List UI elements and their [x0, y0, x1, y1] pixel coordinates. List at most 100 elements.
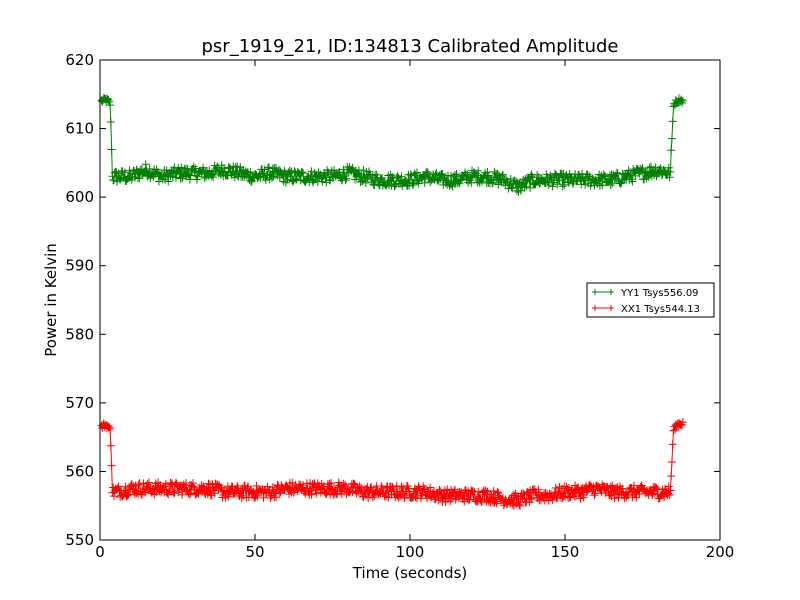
- data-point-marker: [397, 482, 406, 491]
- legend-label: YY1 Tsys556.09: [620, 288, 699, 299]
- data-point-marker: [190, 167, 199, 176]
- data-point-marker: [299, 480, 308, 489]
- data-point-marker: [515, 500, 524, 509]
- data-point-marker: [106, 118, 115, 127]
- data-point-marker: [526, 172, 535, 181]
- data-point-marker: [483, 168, 492, 177]
- data-point-marker: [592, 177, 601, 186]
- data-point-marker: [624, 166, 633, 175]
- data-point-marker: [192, 175, 201, 184]
- data-point-marker: [349, 479, 358, 488]
- data-point-marker: [299, 169, 308, 178]
- data-point-marker: [624, 491, 633, 500]
- data-point-marker: [612, 483, 621, 492]
- chart-title: psr_1919_21, ID:134813 Calibrated Amplit…: [201, 36, 618, 57]
- axes: 0 50 100 150 200 550 560 570 580 590 600 610 620: [65, 51, 734, 561]
- data-point-marker: [132, 488, 141, 497]
- legend-item: XX1 Tsys544.13: [592, 304, 700, 315]
- data-point-marker: [522, 182, 531, 191]
- data-point-marker: [311, 172, 320, 181]
- legend-marker: [608, 289, 614, 295]
- data-point-marker: [502, 175, 511, 184]
- data-point-marker: [678, 96, 687, 105]
- data-point-marker: [368, 493, 377, 502]
- data-point-marker: [312, 489, 321, 498]
- data-point-marker: [668, 440, 677, 449]
- x-axis-label: Time (seconds): [352, 564, 468, 582]
- data-point-marker: [540, 177, 549, 186]
- data-point-marker: [285, 166, 294, 175]
- data-point-marker: [548, 182, 557, 191]
- data-point-marker: [355, 482, 364, 491]
- data-point-marker: [260, 165, 269, 174]
- data-point-marker: [602, 483, 611, 492]
- data-point-marker: [325, 479, 334, 488]
- data-point-marker: [189, 162, 198, 171]
- data-point-marker: [330, 484, 339, 493]
- data-point-marker: [308, 176, 317, 185]
- data-point-marker: [107, 145, 116, 154]
- data-point-marker: [667, 457, 676, 466]
- data-point-marker: [516, 501, 525, 510]
- data-point-marker: [340, 480, 349, 489]
- data-point-marker: [405, 487, 414, 496]
- data-point-marker: [246, 168, 255, 177]
- data-point-marker: [340, 170, 349, 179]
- data-point-marker: [120, 168, 129, 177]
- data-point-marker: [120, 486, 129, 495]
- data-point-marker: [508, 184, 517, 193]
- x-tick-label: 150: [551, 543, 580, 561]
- data-point-marker: [268, 173, 277, 182]
- legend-item: YY1 Tsys556.09: [592, 288, 699, 299]
- data-point-marker: [554, 489, 563, 498]
- legend-label: XX1 Tsys544.13: [621, 304, 700, 315]
- data-point-marker: [381, 488, 390, 497]
- data-point-marker: [178, 490, 187, 499]
- data-point-marker: [647, 162, 656, 171]
- data-point-marker: [406, 170, 415, 179]
- data-point-marker: [638, 164, 647, 173]
- data-point-marker: [519, 489, 528, 498]
- legend-marker: [592, 289, 598, 295]
- data-point-marker: [207, 171, 216, 180]
- data-point-marker: [220, 167, 229, 176]
- data-point-marker: [392, 481, 401, 490]
- data-point-marker: [476, 495, 485, 504]
- data-point-marker: [209, 173, 218, 182]
- data-point-marker: [105, 423, 114, 432]
- data-point-marker: [264, 163, 273, 172]
- data-point-marker: [660, 166, 669, 175]
- data-point-marker: [667, 146, 676, 155]
- data-point-marker: [544, 496, 553, 505]
- data-point-marker: [261, 176, 270, 185]
- data-point-marker: [298, 168, 307, 177]
- y-tick-label: 570: [65, 394, 94, 412]
- y-axis-label: Power in Kelvin: [42, 243, 60, 357]
- data-point-marker: [121, 482, 130, 491]
- data-point-marker: [164, 177, 173, 186]
- data-point-marker: [282, 178, 290, 187]
- data-point-marker: [508, 500, 517, 509]
- data-point-marker: [144, 478, 153, 487]
- data-point-marker: [307, 490, 316, 499]
- plot-area: [97, 93, 687, 510]
- data-point-marker: [199, 482, 208, 491]
- data-point-marker: [664, 163, 673, 172]
- data-point-marker: [534, 485, 543, 494]
- data-point-marker: [585, 480, 594, 489]
- data-point-marker: [292, 175, 301, 184]
- data-point-marker: [182, 479, 191, 487]
- data-point-marker: [224, 163, 233, 172]
- data-point-marker: [606, 181, 615, 190]
- data-point-marker: [669, 426, 678, 435]
- data-point-marker: [450, 487, 459, 496]
- data-point-marker: [526, 183, 535, 192]
- data-point-marker: [666, 486, 675, 495]
- data-point-marker: [597, 487, 606, 496]
- data-point-marker: [478, 177, 487, 186]
- data-point-marker: [499, 170, 507, 179]
- data-point-marker: [210, 489, 219, 498]
- data-point-marker: [590, 491, 599, 500]
- data-point-marker: [204, 479, 213, 488]
- y-tick-label: 620: [65, 51, 94, 69]
